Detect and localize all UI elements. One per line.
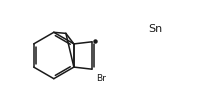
Text: Br: Br <box>96 74 106 83</box>
Text: Sn: Sn <box>148 24 162 34</box>
